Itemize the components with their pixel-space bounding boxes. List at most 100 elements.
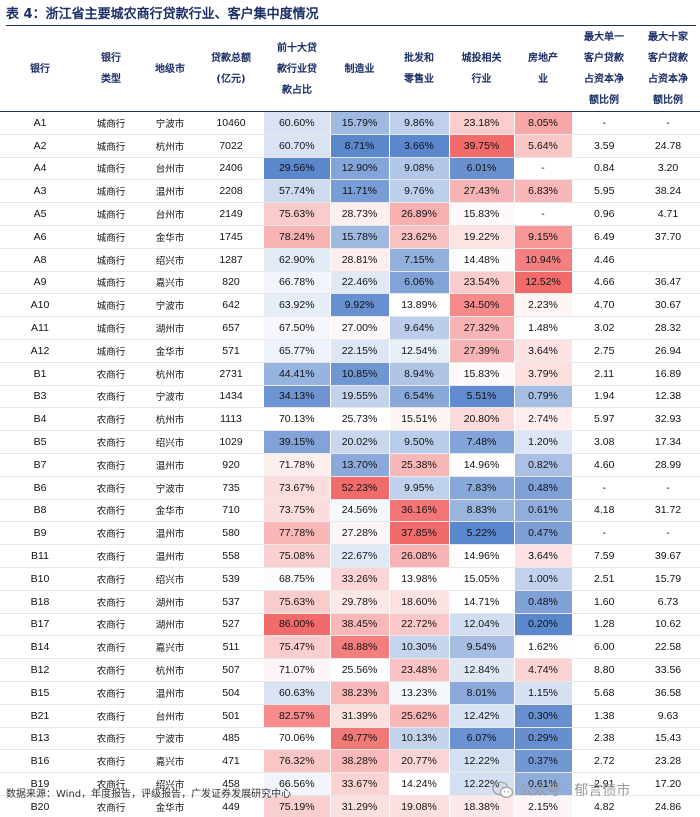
table-cell: 3.59 [572,134,636,158]
watermark-text: 公众号 · 郁言债市 [519,783,631,799]
table-cell: 15.05% [449,567,515,591]
table-cell: 5.64% [514,134,573,158]
table-cell: - [636,521,700,546]
table-cell: 710 [198,499,264,523]
table-cell: 0.61% [514,772,573,796]
table-cell: 1.28 [572,613,636,637]
table-cell: 31.29% [330,795,390,817]
header-cell-8: 房地产业 [514,27,572,112]
table-cell: 12.90% [330,157,390,181]
table-row: B5 农商行 绍兴市 1029 39.15% 20.02% 9.50% 7.48% 1.20% 3… [0,430,700,454]
table-row: B9 农商行 温州市 580 77.78% 27.28% 37.85% 5.22% 0.47% -… [0,521,700,546]
table-cell: 1.62% [514,635,573,660]
table-cell: - [514,157,573,181]
header-cell-9: 最大单一 客户贷款 占资本净 额比例 [572,27,636,112]
table-cell: 台州市 [142,704,198,728]
table-cell: 12.04% [449,613,515,637]
table-cell: 4.70 [572,293,636,318]
table-cell: 920 [198,453,264,477]
table-cell: 60.60% [264,111,331,135]
table-row: B4 农商行 杭州市 1113 70.13% 25.73% 15.51% 20.80% 2.74… [0,407,700,432]
table-cell: 39.75% [449,134,515,158]
table-cell: 82.57% [264,704,331,728]
table-cell: 农商行 [80,681,142,705]
table-cell: 8.83% [449,499,515,523]
table-cell: 17.34 [636,430,700,454]
table-cell: B10 [0,567,80,591]
table-title: 表 4：浙江省主要城农商行贷款行业、客户集中度情况 [6,4,696,26]
table-cell: 820 [198,271,264,295]
table-cell: 458 [198,772,264,796]
table-cell: 7.15% [389,248,450,272]
table-row: A5 城商行 台州市 2149 75.63% 28.73% 26.89% 15.83% -0.9… [0,202,700,226]
table-cell: 735 [198,476,264,500]
table-cell: 20.02% [330,430,390,454]
loan-concentration-table: 银行 银行 类型 地级市 贷款总额 (亿元) 前十大贷 款行业贷 款占比 制造业 批发和 零售业 城投相… [0,27,700,817]
table-cell: 44.41% [264,362,331,386]
table-row: A11 城商行 湖州市 657 67.50% 27.00% 9.64% 27.32% 1.48%… [0,316,700,340]
table-cell: 18.60% [389,590,450,614]
table-cell: 农商行 [80,658,142,682]
table-row: B15 农商行 温州市 504 60.63% 38.23% 13.23% 8.01% 1.15%… [0,681,700,705]
table-cell: 13.23% [389,681,450,705]
table-row: A6 城商行 金华市 1745 78.24% 15.78% 23.62% 19.22% 9.15… [0,225,700,249]
table-cell: 10.62 [636,613,700,637]
table-cell: 1029 [198,430,264,454]
table-cell: B5 [0,430,80,454]
table-row: A3 城商行 温州市 2208 57.74% 11.71% 9.76% 27.43% 6.83%… [0,179,700,204]
table-cell: 9.63 [636,704,700,728]
table-cell: 2.38 [572,727,636,751]
watermark: 公众号 · 郁言债市 [492,779,630,801]
table-cell: 1.60 [572,590,636,614]
table-cell: 70.13% [264,407,331,432]
table-cell: 4.74% [514,658,573,682]
table-row: A1 城商行 宁波市 10460 60.60% 15.79% 9.86% 23.18% 8.05… [0,111,700,135]
table-cell: 39.67 [636,544,700,568]
table-cell: 14.71% [449,590,515,614]
table-cell: 39.15% [264,430,331,454]
table-cell: 温州市 [142,681,198,705]
table-cell: 8.71% [330,134,390,158]
table-cell: 60.70% [264,134,331,158]
table-cell: 3.64% [514,339,573,363]
table-cell: 23.18% [449,111,515,135]
table-cell: 绍兴市 [142,567,198,591]
table-cell: A5 [0,202,80,226]
table-cell: 31.72 [636,499,700,523]
table-cell: 70.06% [264,727,331,751]
table-cell: 农商行 [80,385,142,409]
table-cell: 湖州市 [142,590,198,614]
table-cell: 城商行 [80,293,142,318]
header-cell-6: 批发和 零售业 [389,27,449,112]
table-row: B1 农商行 杭州市 2731 44.41% 10.85% 8.94% 15.83% 3.79%… [0,362,700,386]
table-cell: 宁波市 [142,476,198,500]
table-cell: 4.60 [572,453,636,477]
table-cell: 1.38 [572,704,636,728]
table-cell: 农商行 [80,795,142,817]
table-cell: 15.79 [636,567,700,591]
table-cell: 537 [198,590,264,614]
table-cell: 0.37% [514,749,573,774]
table-cell: 71.07% [264,658,331,682]
table-cell: 37.70 [636,225,700,249]
table-cell: A4 [0,157,80,181]
table-cell: 0.48% [514,476,573,500]
table-cell: 26.89% [389,202,450,226]
table-cell: 城商行 [80,134,142,158]
table-cell: 12.52% [514,271,573,295]
header-cell-0: 银行 [0,27,80,112]
table-cell: 19.22% [449,225,515,249]
table-cell: 湖州市 [142,613,198,637]
table-cell: 金华市 [142,339,198,363]
table-cell: 22.72% [389,613,450,637]
table-cell: 20.77% [389,749,450,774]
table-cell: 0.30% [514,704,573,728]
table-row: B10 农商行 绍兴市 539 68.75% 33.26% 13.98% 15.05% 1.00… [0,567,700,591]
table-cell: 金华市 [142,499,198,523]
table-cell: 8.05% [514,111,573,135]
table-cell: B17 [0,613,80,637]
table-cell: 2.23% [514,293,573,318]
table-cell: 49.77% [330,727,390,751]
table-cell: 农商行 [80,430,142,454]
